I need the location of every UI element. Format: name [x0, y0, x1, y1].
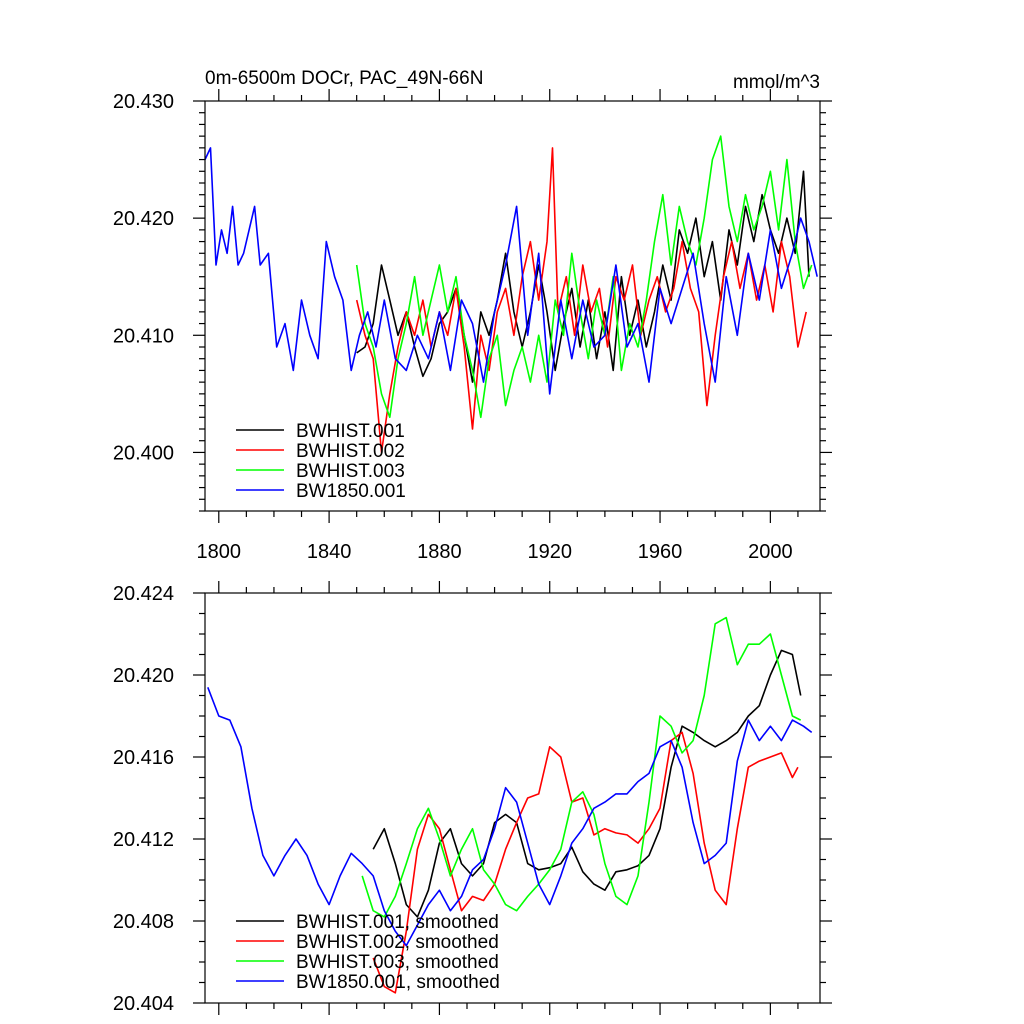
x-tick-label: 1960: [638, 541, 683, 563]
y-tick-label: 20.416: [113, 747, 174, 769]
x-tick-label: 2000: [748, 541, 793, 563]
top-panel-series: [204, 135, 818, 454]
bottom-panel: 20.404 20.408 20.412 20.416 20.420 20.424 BWH…: [113, 581, 832, 1015]
legend-label: BWHIST.001, smoothed: [296, 912, 499, 933]
x-tick-label: 1840: [307, 541, 352, 563]
bottom-panel-frame: [204, 592, 821, 1004]
y-tick-label: 20.424: [113, 583, 174, 605]
series-line: [356, 170, 810, 383]
y-tick-label: 20.410: [113, 325, 174, 347]
top-panel-ticks: [193, 89, 832, 523]
legend-label: BWHIST.003, smoothed: [296, 952, 499, 973]
y-tick-label: 20.404: [113, 993, 174, 1015]
chart-title: 0m-6500m DOCr, PAC_49N-66N: [205, 68, 483, 89]
series-line: [207, 687, 813, 947]
series-line: [372, 731, 799, 994]
x-tick-label: 1800: [197, 541, 242, 563]
bottom-panel-tick-labels: 20.404 20.408 20.412 20.416 20.420 20.424: [113, 583, 174, 1015]
legend-label: BWHIST.001: [296, 421, 405, 442]
legend-label: BWHIST.003: [296, 461, 405, 482]
legend-label: BW1850.001, smoothed: [296, 972, 500, 993]
x-tick-label: 1920: [527, 541, 572, 563]
series-line: [355, 147, 807, 454]
legend-label: BW1850.001: [296, 481, 406, 502]
y-tick-label: 20.420: [113, 665, 174, 687]
y-tick-label: 20.400: [113, 442, 174, 464]
y-tick-label: 20.430: [113, 91, 174, 113]
y-tick-label: 20.412: [113, 829, 174, 851]
bottom-panel-ticks: [193, 581, 832, 1015]
top-panel-frame: [204, 100, 821, 512]
series-line: [355, 135, 813, 419]
series-line: [204, 147, 818, 395]
top-panel: 20.400 20.410 20.420 20.430 1800 1840 1880 1920…: [113, 89, 832, 563]
legend-label: BWHIST.002, smoothed: [296, 932, 499, 953]
series-line: [372, 649, 802, 918]
legend-label: BWHIST.002: [296, 441, 405, 462]
x-tick-label: 1880: [417, 541, 462, 563]
y-tick-label: 20.420: [113, 208, 174, 230]
top-panel-tick-labels: 20.400 20.410 20.420 20.430 1800 1840 1880 1920…: [113, 91, 793, 563]
bottom-panel-series: [207, 616, 813, 994]
units-label: mmol/m^3: [733, 72, 820, 93]
series-line: [361, 616, 802, 918]
y-tick-label: 20.408: [113, 911, 174, 933]
